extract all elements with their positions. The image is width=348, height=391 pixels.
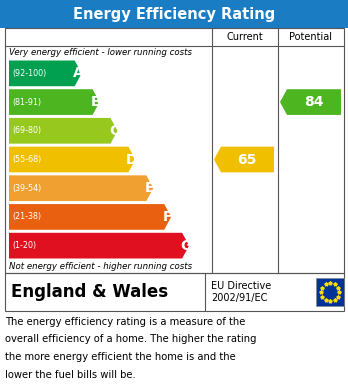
Text: Current: Current [227,32,263,42]
Text: lower the fuel bills will be.: lower the fuel bills will be. [5,370,136,380]
Polygon shape [9,233,189,258]
Polygon shape [9,61,82,86]
Text: A: A [73,66,84,81]
Text: (81-91): (81-91) [12,98,41,107]
Text: 84: 84 [304,95,323,109]
Polygon shape [9,175,153,201]
Polygon shape [9,147,135,172]
Bar [5,28,344,273]
Text: (55-68): (55-68) [12,155,41,164]
Polygon shape [214,147,274,172]
Polygon shape [280,89,341,115]
Bar [316,278,344,306]
Text: F: F [163,210,173,224]
Text: (21-38): (21-38) [12,212,41,221]
Text: (69-80): (69-80) [12,126,41,135]
Text: Not energy efficient - higher running costs: Not energy efficient - higher running co… [9,262,192,271]
Bar [5,273,344,311]
Text: C: C [109,124,119,138]
Text: EU Directive: EU Directive [211,281,271,291]
Text: 65: 65 [237,152,257,167]
Text: B: B [91,95,101,109]
Text: E: E [145,181,155,195]
Text: (1-20): (1-20) [12,241,36,250]
Text: Energy Efficiency Rating: Energy Efficiency Rating [73,7,275,22]
Text: Very energy efficient - lower running costs: Very energy efficient - lower running co… [9,48,192,57]
Text: D: D [126,152,138,167]
Text: (39-54): (39-54) [12,184,41,193]
Text: Potential: Potential [290,32,332,42]
Text: G: G [180,239,191,253]
Polygon shape [9,89,100,115]
Text: (92-100): (92-100) [12,69,46,78]
Text: The energy efficiency rating is a measure of the: The energy efficiency rating is a measur… [5,317,245,326]
Text: 2002/91/EC: 2002/91/EC [211,293,267,303]
Text: overall efficiency of a home. The higher the rating: overall efficiency of a home. The higher… [5,334,256,344]
Bar [0,0,348,28]
Polygon shape [9,204,171,230]
Text: England & Wales: England & Wales [11,283,168,301]
Text: the more energy efficient the home is and the: the more energy efficient the home is an… [5,352,236,362]
Polygon shape [9,118,118,143]
